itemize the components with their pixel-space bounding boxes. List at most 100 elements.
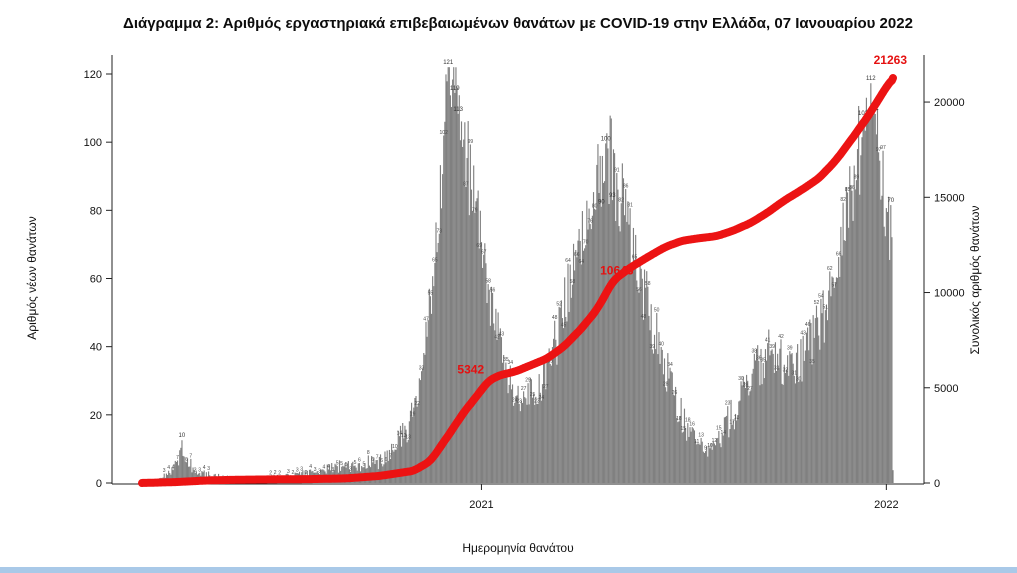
svg-text:24: 24 <box>539 395 545 401</box>
svg-text:76: 76 <box>587 219 593 225</box>
svg-text:5: 5 <box>363 462 366 468</box>
svg-text:22: 22 <box>414 401 420 407</box>
svg-text:80: 80 <box>592 203 598 209</box>
x-axis-tick-label: 2022 <box>874 499 898 511</box>
peak-bar-label: 113 <box>453 107 463 113</box>
svg-text:66: 66 <box>836 252 842 258</box>
svg-text:3: 3 <box>296 468 299 474</box>
svg-text:3: 3 <box>349 466 352 472</box>
svg-text:5: 5 <box>336 461 339 467</box>
window-bottom-strip <box>0 567 1017 573</box>
svg-text:17: 17 <box>729 419 735 425</box>
svg-text:65: 65 <box>432 258 438 264</box>
right-axis-tick-label: 10000 <box>934 288 965 300</box>
cumulative-line <box>138 74 897 487</box>
left-axis-tick-label: 0 <box>96 478 102 490</box>
svg-text:64: 64 <box>579 259 585 265</box>
svg-text:29: 29 <box>525 378 531 384</box>
svg-text:15: 15 <box>716 426 722 432</box>
svg-text:15: 15 <box>681 426 687 432</box>
svg-text:33: 33 <box>774 366 780 372</box>
cumulative-line-layer <box>138 74 897 487</box>
svg-text:4: 4 <box>327 464 330 470</box>
cumulative-annotation: 21263 <box>874 53 908 67</box>
svg-text:16: 16 <box>689 422 695 428</box>
svg-text:4: 4 <box>323 465 326 471</box>
svg-text:13: 13 <box>698 432 704 438</box>
left-axis-tick-label: 120 <box>84 69 102 81</box>
svg-text:65: 65 <box>632 254 638 260</box>
svg-text:11: 11 <box>694 439 699 445</box>
svg-text:27: 27 <box>543 384 549 390</box>
svg-text:81: 81 <box>627 203 633 209</box>
svg-text:4: 4 <box>203 465 206 471</box>
svg-text:47: 47 <box>423 316 429 322</box>
svg-text:3: 3 <box>314 467 317 473</box>
svg-text:3: 3 <box>207 466 210 472</box>
svg-text:2: 2 <box>305 470 308 476</box>
svg-text:3: 3 <box>287 469 290 475</box>
svg-text:79: 79 <box>472 207 478 213</box>
svg-text:2: 2 <box>278 471 281 477</box>
svg-text:66: 66 <box>574 252 580 258</box>
svg-text:82: 82 <box>840 197 846 203</box>
svg-text:46: 46 <box>805 322 811 328</box>
svg-text:85: 85 <box>845 187 851 193</box>
svg-text:14: 14 <box>721 430 727 436</box>
x-axis-title: Ημερομηνία θανάτου <box>462 541 573 555</box>
peak-bar-label: 100 <box>601 136 612 142</box>
svg-text:64: 64 <box>565 258 571 264</box>
right-axis-tick-label: 5000 <box>934 383 958 395</box>
svg-text:97: 97 <box>880 145 886 151</box>
svg-text:3: 3 <box>198 467 201 473</box>
bars-layer <box>148 67 894 484</box>
chart-title: Διάγραμμα 2: Αριθμός εργαστηριακά επιβεβ… <box>123 15 913 32</box>
peak-bar-label: 70 <box>887 198 894 204</box>
svg-text:39: 39 <box>769 344 775 350</box>
svg-text:3: 3 <box>163 468 166 474</box>
svg-text:5: 5 <box>354 460 357 466</box>
svg-text:6: 6 <box>385 457 388 463</box>
peak-bar-label: 112 <box>866 76 876 82</box>
svg-text:48: 48 <box>552 315 558 321</box>
svg-text:19: 19 <box>410 411 416 417</box>
svg-text:28: 28 <box>663 382 669 388</box>
right-axis-tick-label: 20000 <box>934 97 965 109</box>
peak-bar-label: 93 <box>609 193 616 199</box>
cumulative-annotation: 5342 <box>457 362 484 376</box>
left-axis-tick-label: 20 <box>90 410 102 422</box>
svg-text:82: 82 <box>618 198 624 204</box>
svg-text:2: 2 <box>292 470 295 476</box>
svg-text:35: 35 <box>503 357 509 363</box>
svg-text:12: 12 <box>712 438 718 444</box>
svg-text:86: 86 <box>623 184 629 190</box>
svg-text:6: 6 <box>371 457 374 463</box>
svg-text:35: 35 <box>547 358 553 364</box>
svg-text:55: 55 <box>428 291 434 297</box>
svg-text:3: 3 <box>318 469 321 475</box>
right-axis-tick-label: 0 <box>934 478 940 490</box>
left-axis-tick-label: 100 <box>84 137 102 149</box>
peak-bar-label: 90 <box>598 200 605 206</box>
svg-text:58: 58 <box>645 281 651 287</box>
right-axis-tick-label: 15000 <box>934 192 965 204</box>
left-axis-tick-label: 80 <box>90 205 102 217</box>
svg-text:4: 4 <box>167 465 170 471</box>
svg-text:99: 99 <box>468 139 474 145</box>
svg-text:36: 36 <box>756 355 762 361</box>
svg-text:31: 31 <box>792 370 798 376</box>
svg-text:6: 6 <box>380 458 383 464</box>
svg-text:38: 38 <box>752 348 758 354</box>
svg-text:51: 51 <box>823 305 829 311</box>
svg-text:34: 34 <box>508 360 514 366</box>
svg-text:10: 10 <box>707 443 713 449</box>
peak-bar-label: 119 <box>450 86 460 92</box>
svg-text:28: 28 <box>743 383 749 389</box>
svg-text:18: 18 <box>685 418 691 424</box>
svg-text:27: 27 <box>521 386 527 392</box>
svg-text:56: 56 <box>490 287 496 293</box>
svg-text:5: 5 <box>345 462 348 468</box>
svg-text:52: 52 <box>556 301 562 307</box>
